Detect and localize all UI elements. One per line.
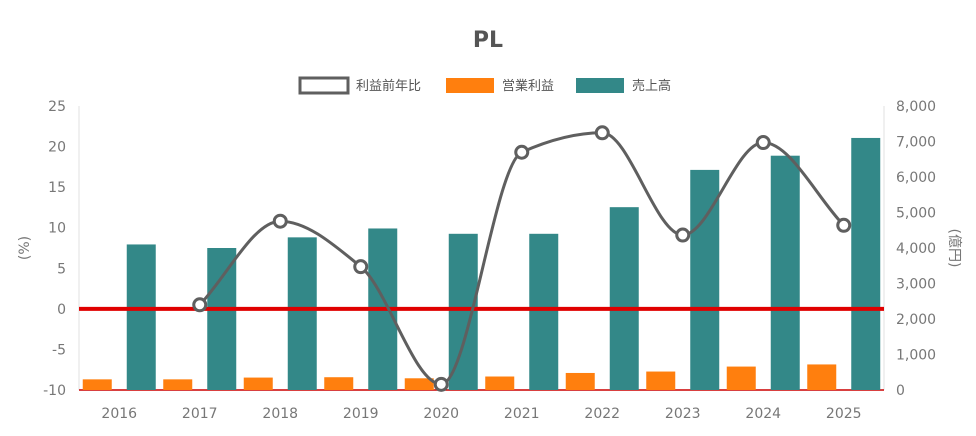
- tick-right-5: 5,000: [896, 206, 936, 222]
- tick-left-6: 20: [48, 140, 66, 156]
- bar-operating-profit-2024: [726, 366, 756, 390]
- tick-x-2025: 2025: [826, 406, 862, 422]
- point-profit-yoy-2020: [433, 376, 449, 392]
- chart-title: PL: [473, 28, 503, 53]
- legend-swatch-sales: [576, 78, 624, 93]
- legend-label-operating-profit: 営業利益: [502, 78, 554, 94]
- point-profit-yoy-2023: [675, 227, 691, 243]
- bar-sales-2025: [851, 137, 881, 390]
- point-profit-yoy-2019: [353, 259, 369, 275]
- tick-x-2024: 2024: [745, 406, 781, 422]
- tick-left-0: -10: [43, 383, 66, 399]
- axis-ticks: -10-5051015202501,0002,0003,0004,0005,00…: [43, 99, 936, 422]
- point-profit-yoy-2018: [272, 213, 288, 229]
- bar-operating-profit-2023: [646, 371, 676, 390]
- point-profit-yoy-2021: [514, 144, 530, 160]
- legend-label-profit-yoy: 利益前年比: [356, 78, 421, 94]
- point-profit-yoy-2024: [755, 135, 771, 151]
- bar-operating-profit-2018: [243, 377, 273, 390]
- tick-right-1: 1,000: [896, 348, 936, 364]
- tick-x-2021: 2021: [504, 406, 540, 422]
- bar-operating-profit-2022: [565, 372, 595, 390]
- tick-left-4: 10: [48, 221, 66, 237]
- bar-operating-profit-2020: [404, 378, 434, 390]
- tick-x-2020: 2020: [423, 406, 459, 422]
- bar-sales-2022: [609, 207, 639, 390]
- bar-sales-2018: [287, 237, 317, 390]
- tick-left-3: 5: [57, 261, 66, 277]
- bar-sales-2016: [126, 244, 156, 390]
- point-profit-yoy-2022: [594, 125, 610, 141]
- point-profit-yoy-2025: [836, 217, 852, 233]
- tick-left-1: -5: [52, 342, 66, 358]
- point-profit-yoy-2017: [192, 297, 208, 313]
- tick-left-5: 15: [48, 180, 66, 196]
- legend-swatch-operating-profit: [446, 78, 494, 93]
- tick-left-7: 25: [48, 99, 66, 115]
- tick-x-2016: 2016: [101, 406, 137, 422]
- y-axis-left-label: (%): [17, 236, 33, 260]
- bar-operating-profit-2017: [163, 379, 193, 390]
- tick-x-2023: 2023: [665, 406, 701, 422]
- legend: 利益前年比 営業利益 売上高: [298, 76, 671, 95]
- tick-right-2: 2,000: [896, 312, 936, 328]
- bar-operating-profit-2021: [485, 376, 515, 390]
- bar-operating-profit-2025: [807, 364, 837, 390]
- legend-swatch-profit-yoy: [298, 76, 350, 95]
- tick-right-8: 8,000: [896, 99, 936, 115]
- tick-x-2018: 2018: [262, 406, 298, 422]
- profit-yoy-line-group: [192, 125, 852, 392]
- tick-x-2022: 2022: [584, 406, 620, 422]
- tick-x-2019: 2019: [343, 406, 379, 422]
- tick-right-3: 3,000: [896, 277, 936, 293]
- bar-sales-2017: [207, 248, 237, 390]
- tick-right-6: 6,000: [896, 170, 936, 186]
- bar-sales-2023: [690, 169, 720, 390]
- bar-sales-2021: [529, 233, 559, 390]
- tick-right-4: 4,000: [896, 241, 936, 257]
- legend-label-sales: 売上高: [632, 78, 671, 94]
- tick-left-2: 0: [57, 302, 66, 318]
- tick-x-2017: 2017: [182, 406, 218, 422]
- tick-right-7: 7,000: [896, 135, 936, 151]
- tick-right-0: 0: [896, 383, 905, 399]
- bar-sales-2024: [770, 155, 800, 390]
- bar-operating-profit-2016: [82, 379, 112, 390]
- bars: [82, 137, 881, 390]
- bar-operating-profit-2019: [324, 377, 354, 390]
- y-axis-right-label: (億円): [946, 229, 962, 268]
